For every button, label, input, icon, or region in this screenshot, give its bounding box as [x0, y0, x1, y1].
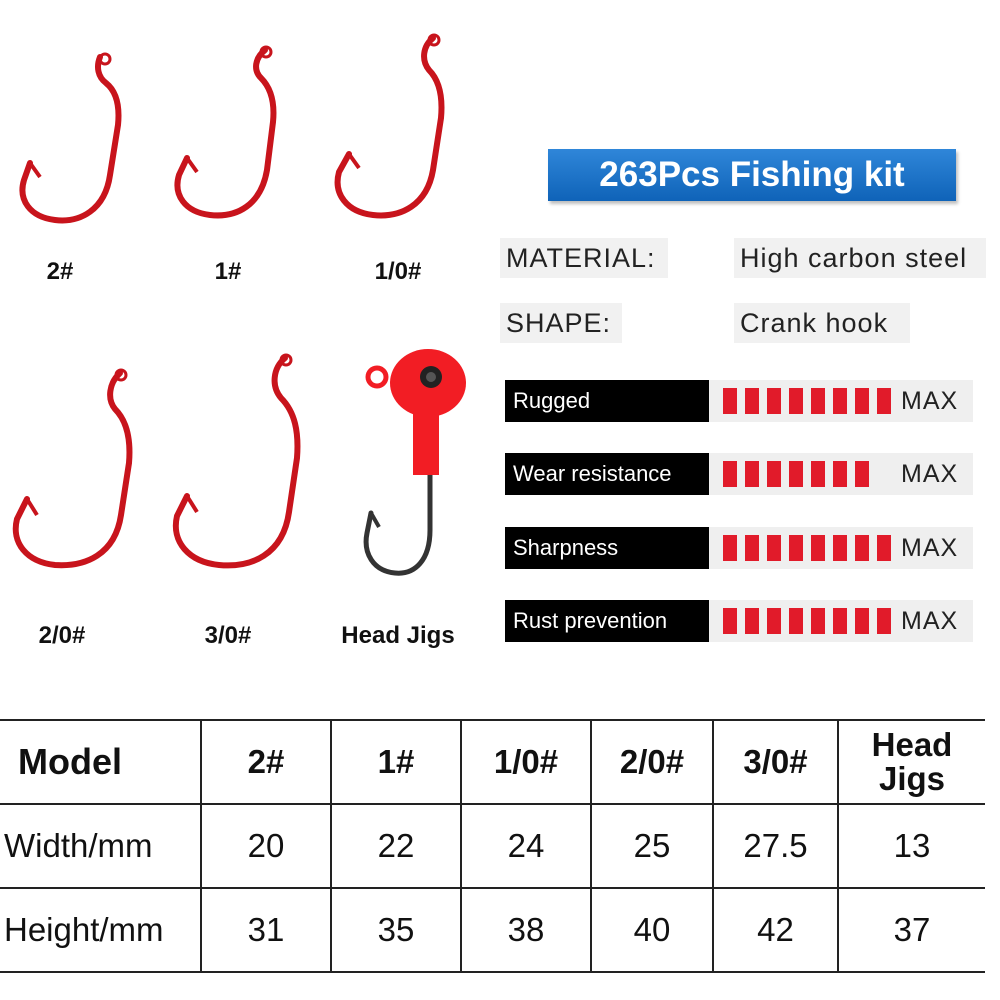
- rating-max: MAX: [901, 459, 959, 488]
- rating-bar: [723, 461, 737, 487]
- table-cell: 22: [330, 803, 462, 889]
- rating-max: MAX: [901, 533, 959, 562]
- rating-bar: [767, 388, 781, 414]
- rating-bar: [877, 608, 891, 634]
- rating-bar: [789, 388, 803, 414]
- table-cell: 35: [330, 887, 462, 973]
- rating-bar: [723, 535, 737, 561]
- rating-bar: [811, 461, 825, 487]
- rating-bar: [723, 608, 737, 634]
- table-header-cell: Model: [0, 719, 202, 805]
- rating-bar: [877, 535, 891, 561]
- rating-row-rugged: Rugged MAX: [505, 380, 973, 422]
- table-row-label: Height/mm: [0, 887, 202, 973]
- table-row: Width/mm 20 22 24 25 27.5 13: [0, 803, 985, 889]
- kit-title-banner: 263Pcs Fishing kit: [548, 149, 956, 201]
- rating-bar: [877, 388, 891, 414]
- table-cell: 37: [837, 887, 985, 973]
- rating-bar: [767, 461, 781, 487]
- hook-1-0-icon: [334, 33, 445, 219]
- hook-label-2-0: 2/0#: [38, 622, 86, 649]
- hook-2-0-icon: [12, 368, 133, 569]
- table-header-cell: Head Jigs: [837, 719, 985, 805]
- hook-label-3-0: 3/0#: [204, 622, 252, 649]
- table-cell: 38: [460, 887, 592, 973]
- rating-max: MAX: [901, 386, 959, 415]
- rating-bar: [789, 461, 803, 487]
- rating-bar: [767, 608, 781, 634]
- hook-label-head-jigs: Head Jigs: [341, 622, 455, 649]
- rating-max: MAX: [901, 606, 959, 635]
- table-cell: 24: [460, 803, 592, 889]
- table-cell: 13: [837, 803, 985, 889]
- shape-key: SHAPE:: [500, 303, 622, 343]
- material-key: MATERIAL:: [500, 238, 668, 278]
- rating-bar: [855, 535, 869, 561]
- rating-bar: [811, 535, 825, 561]
- rating-row-sharpness: Sharpness MAX: [505, 527, 973, 569]
- table-header-cell: 2/0#: [590, 719, 714, 805]
- rating-bar: [745, 388, 759, 414]
- rating-bar: [811, 388, 825, 414]
- table-header-row: Model 2# 1# 1/0# 2/0# 3/0# Head Jigs: [0, 719, 985, 805]
- rating-bars: [723, 388, 891, 414]
- hook-label-1: 1#: [214, 258, 242, 285]
- table-row: Height/mm 31 35 38 40 42 37: [0, 887, 985, 973]
- table-header-cell: 2#: [200, 719, 332, 805]
- rating-bar: [811, 608, 825, 634]
- rating-bar: [833, 461, 847, 487]
- table-cell: 31: [200, 887, 332, 973]
- rating-label: Rust prevention: [505, 600, 709, 642]
- rating-bar: [855, 461, 869, 487]
- table-cell: 27.5: [712, 803, 839, 889]
- material-value: High carbon steel: [734, 238, 986, 278]
- table-row-label: Width/mm: [0, 803, 202, 889]
- rating-bar: [833, 608, 847, 634]
- rating-bars: [723, 535, 891, 561]
- table-header-cell: 1/0#: [460, 719, 592, 805]
- rating-bar: [745, 535, 759, 561]
- rating-bar: [855, 388, 869, 414]
- table-cell: 42: [712, 887, 839, 973]
- hook-2-icon: [19, 52, 122, 224]
- rating-bar: [855, 608, 869, 634]
- rating-bars: [723, 461, 869, 487]
- rating-row-wear-resistance: Wear resistance MAX: [505, 453, 973, 495]
- table-header-cell: 3/0#: [712, 719, 839, 805]
- rating-bar: [745, 608, 759, 634]
- hook-3-0-icon: [172, 353, 301, 569]
- table-cell: 40: [590, 887, 714, 973]
- rating-bar: [789, 608, 803, 634]
- rating-bar: [789, 535, 803, 561]
- hook-label-2: 2#: [46, 258, 74, 285]
- table-header-cell: 1#: [330, 719, 462, 805]
- hook-1-icon: [174, 45, 277, 219]
- rating-label: Sharpness: [505, 527, 709, 569]
- rating-label: Wear resistance: [505, 453, 709, 495]
- rating-row-rust-prevention: Rust prevention MAX: [505, 600, 973, 642]
- rating-bar: [833, 535, 847, 561]
- size-table: Model 2# 1# 1/0# 2/0# 3/0# Head Jigs Wid…: [0, 719, 985, 973]
- rating-bar: [745, 461, 759, 487]
- rating-label: Rugged: [505, 380, 709, 422]
- table-cell: 25: [590, 803, 714, 889]
- rating-bars: [723, 608, 891, 634]
- table-cell: 20: [200, 803, 332, 889]
- rating-bar: [833, 388, 847, 414]
- hook-label-1-0: 1/0#: [374, 258, 422, 285]
- head-jig-icon: [363, 349, 466, 576]
- rating-bar: [767, 535, 781, 561]
- rating-bar: [723, 388, 737, 414]
- shape-value: Crank hook: [734, 303, 910, 343]
